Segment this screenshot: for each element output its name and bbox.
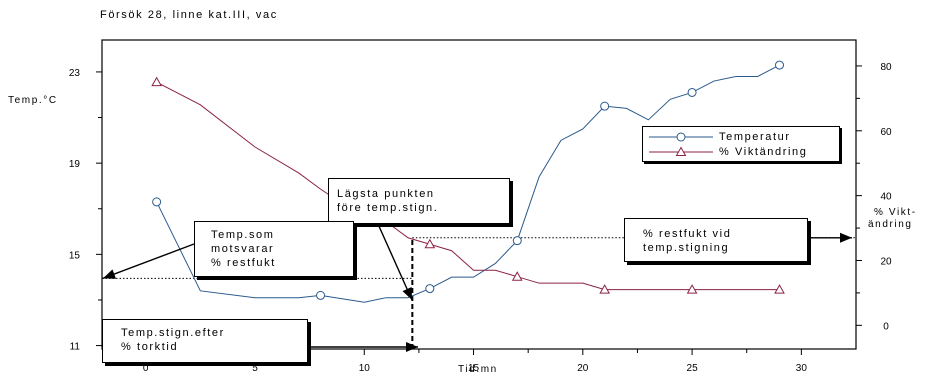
x-tick-label: 10 (359, 363, 371, 374)
annotation-arrows (102, 223, 852, 352)
temperatur-point (775, 60, 785, 70)
legend-label-temperatur: Temperatur (719, 131, 791, 143)
temperatur-point (425, 284, 435, 294)
y-left-label: Temp.°C (8, 95, 58, 106)
viktandring-point (424, 238, 436, 249)
x-tick-label: 25 (687, 363, 699, 374)
legend-entry-viktandring: % Viktändring (643, 145, 839, 159)
y-right-label-line2: ändring (868, 219, 913, 230)
annotation-lagsta-punkten: Lägsta punkten före temp.stign. (328, 178, 510, 224)
arrow-restfukt-head (840, 232, 852, 243)
x-tick-label: 5 (252, 363, 258, 374)
temperatur-point (152, 197, 162, 207)
annotation-stign-efter-line1: Temp.stign.efter (121, 327, 225, 339)
viktandring-point (774, 284, 785, 294)
y-left-tick-label: 19 (69, 159, 81, 170)
chart-title: Försök 28, linne kat.III, vac (100, 9, 278, 21)
y-right-tick-label: 80 (880, 62, 892, 73)
x-tick-label: 30 (796, 363, 808, 374)
x-tick-label: 20 (577, 363, 589, 374)
viktandring-point (151, 76, 162, 87)
plot-frame (101, 39, 857, 350)
annotation-restfukt-line1: % restfukt vid (643, 228, 732, 240)
temperatur-point (512, 236, 522, 246)
temperatur-point (316, 290, 326, 300)
x-tick-label: 15 (468, 363, 480, 374)
annotation-restfukt: % restfukt vid temp.stigning (624, 218, 808, 262)
legend-swatch-temperatur (649, 132, 713, 142)
y-left-tick-label: 11 (70, 342, 81, 353)
viktandring-point (686, 284, 698, 294)
arrow-temp-som-head (103, 269, 116, 279)
x-axis-label: Tid.mn (458, 364, 498, 375)
y-right-tick-label: 60 (880, 127, 892, 138)
legend: Temperatur % Viktändring (642, 126, 840, 162)
annotation-temp-som-line3: % restfukt (211, 257, 276, 269)
temperatur-point (600, 101, 610, 111)
y-left-tick-label: 15 (69, 250, 81, 261)
legend-swatch-viktandring (649, 146, 713, 156)
annotation-restfukt-line2: temp.stigning (643, 242, 730, 254)
y-right-tick-label: 0 (883, 321, 889, 332)
arrow-lagsta-head (402, 287, 412, 300)
viktandring-point (511, 271, 523, 281)
arrow-temp-som-shaft (102, 243, 195, 279)
arrow-lagsta-shaft (377, 223, 413, 301)
annotation-stign-efter: Temp.stign.efter % torktid (102, 319, 308, 363)
annotation-lagsta-line1: Lägsta punkten (337, 188, 435, 200)
legend-label-viktandring: % Viktändring (719, 146, 808, 158)
temperatur-point (687, 87, 697, 97)
annotation-temp-som: Temp.som motsvarar % restfukt (194, 221, 354, 277)
annotation-temp-som-line2: motsvarar (211, 243, 275, 255)
annotation-lagsta-line2: före temp.stign. (337, 202, 439, 214)
series-group (151, 60, 785, 303)
legend-entry-temperatur: Temperatur (643, 130, 839, 144)
annotation-stign-efter-line2: % torktid (121, 341, 179, 353)
annotation-temp-som-line1: Temp.som (211, 229, 275, 241)
y-right-tick-label: 20 (880, 256, 892, 267)
viktandring-point (599, 284, 611, 294)
y-right-tick-label: 40 (880, 192, 892, 203)
y-left-tick-label: 23 (69, 68, 81, 79)
x-tick-label: 0 (143, 363, 149, 374)
y-right-label-line1: % Vikt- (874, 207, 917, 218)
arrow-stign-efter-head (406, 342, 418, 352)
